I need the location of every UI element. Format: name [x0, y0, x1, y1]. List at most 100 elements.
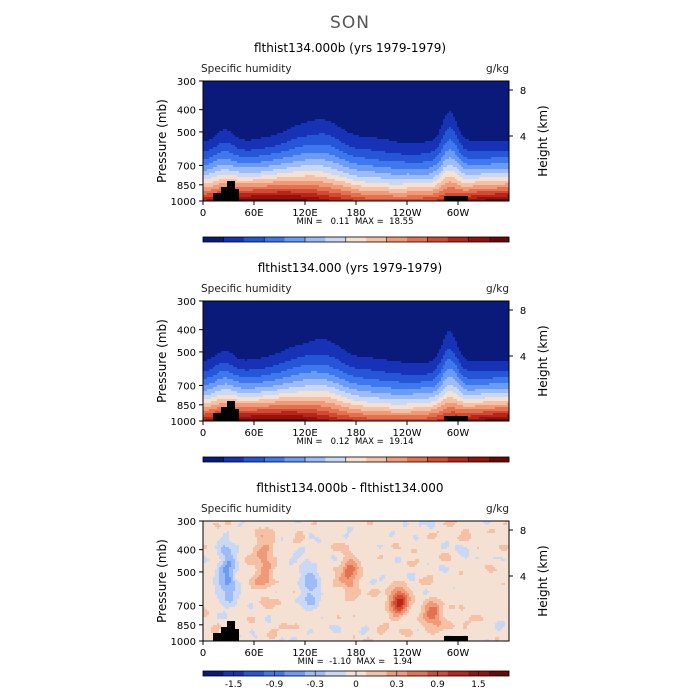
heatmap-cell	[475, 133, 478, 136]
heatmap-cell	[429, 129, 432, 132]
heatmap-cell	[481, 125, 484, 128]
heatmap-cell	[263, 87, 266, 90]
heatmap-cell	[505, 121, 508, 124]
heatmap-cell	[237, 99, 240, 102]
heatmap-cell	[245, 137, 248, 140]
heatmap-cell	[319, 125, 322, 128]
heatmap-cell	[291, 139, 294, 142]
heatmap-cell	[397, 85, 400, 88]
heatmap-cell	[261, 101, 264, 104]
heatmap-cell	[317, 101, 320, 104]
heatmap-cell	[457, 127, 460, 130]
heatmap-cell	[441, 115, 444, 118]
heatmap-cell	[241, 91, 244, 94]
heatmap-cell	[273, 123, 276, 126]
heatmap-cell	[387, 83, 390, 86]
heatmap-cell	[399, 117, 402, 120]
heatmap-cell	[493, 113, 496, 116]
heatmap-cell	[391, 129, 394, 132]
heatmap-cell	[321, 129, 324, 132]
heatmap-cell	[295, 99, 298, 102]
heatmap-cell	[259, 87, 262, 90]
heatmap-cell	[331, 119, 334, 122]
heatmap-cell	[385, 133, 388, 136]
heatmap-cell	[233, 99, 236, 102]
heatmap-cell	[295, 81, 298, 84]
heatmap-cell	[323, 105, 326, 108]
heatmap-cell	[313, 113, 316, 116]
heatmap-cell	[395, 97, 398, 100]
heatmap-cell	[361, 83, 364, 86]
heatmap-cell	[325, 89, 328, 92]
heatmap-cell	[307, 91, 310, 94]
heatmap-cell	[507, 135, 510, 138]
heatmap-cell	[297, 83, 300, 86]
heatmap-cell	[277, 143, 280, 146]
heatmap-cell	[491, 121, 494, 124]
heatmap-cell	[217, 131, 220, 134]
heatmap-cell	[247, 93, 250, 96]
heatmap-cell	[497, 141, 500, 144]
heatmap-cell	[313, 103, 316, 106]
heatmap-cell	[299, 119, 302, 122]
heatmap-cell	[445, 99, 448, 102]
heatmap-cell	[483, 127, 486, 130]
heatmap-cell	[283, 93, 286, 96]
heatmap-cell	[409, 99, 412, 102]
heatmap-cell	[311, 119, 314, 122]
heatmap-cell	[393, 125, 396, 128]
heatmap-cell	[507, 87, 510, 90]
heatmap-cell	[423, 101, 426, 104]
heatmap-cell	[341, 99, 344, 102]
heatmap-cell	[301, 133, 304, 136]
heatmap-cell	[451, 133, 454, 136]
heatmap-cell	[451, 127, 454, 130]
heatmap-cell	[341, 137, 344, 140]
heatmap-cell	[237, 107, 240, 110]
heatmap-cell	[487, 103, 490, 106]
heatmap-cell	[485, 95, 488, 98]
heatmap-cell	[215, 131, 218, 134]
heatmap-cell	[223, 117, 226, 120]
heatmap-cell	[307, 117, 310, 120]
heatmap-cell	[295, 125, 298, 128]
heatmap-cell	[247, 123, 250, 126]
heatmap-cell	[247, 121, 250, 124]
heatmap-cell	[353, 91, 356, 94]
heatmap-cell	[449, 117, 452, 120]
heatmap-cell	[257, 135, 260, 138]
heatmap-cell	[483, 105, 486, 108]
heatmap-cell	[307, 131, 310, 134]
heatmap-cell	[267, 115, 270, 118]
heatmap-cell	[323, 113, 326, 116]
heatmap-cell	[327, 91, 330, 94]
heatmap-cell	[393, 131, 396, 134]
heatmap-cell	[397, 99, 400, 102]
heatmap-cell	[297, 139, 300, 142]
heatmap-cell	[289, 143, 292, 146]
heatmap-cell	[225, 121, 228, 124]
heatmap-cell	[325, 127, 328, 130]
heatmap-cell	[253, 113, 256, 116]
heatmap-cell	[439, 125, 442, 128]
heatmap-cell	[235, 129, 238, 132]
heatmap-cell	[269, 97, 272, 100]
heatmap-cell	[255, 109, 258, 112]
heatmap-cell	[507, 119, 510, 122]
heatmap-cell	[399, 85, 402, 88]
heatmap-cell	[477, 93, 480, 96]
heatmap-cell	[245, 125, 248, 128]
heatmap-cell	[383, 143, 386, 146]
heatmap-cell	[417, 125, 420, 128]
heatmap-cell	[303, 97, 306, 100]
heatmap-cell	[417, 143, 420, 146]
heatmap-cell	[315, 133, 318, 136]
heatmap-cell	[381, 81, 384, 84]
heatmap-cell	[377, 119, 380, 122]
heatmap-cell	[299, 123, 302, 126]
heatmap-cell	[345, 119, 348, 122]
heatmap-cell	[363, 139, 366, 142]
heatmap-cell	[425, 117, 428, 120]
heatmap-cell	[415, 91, 418, 94]
heatmap-cell	[217, 93, 220, 96]
